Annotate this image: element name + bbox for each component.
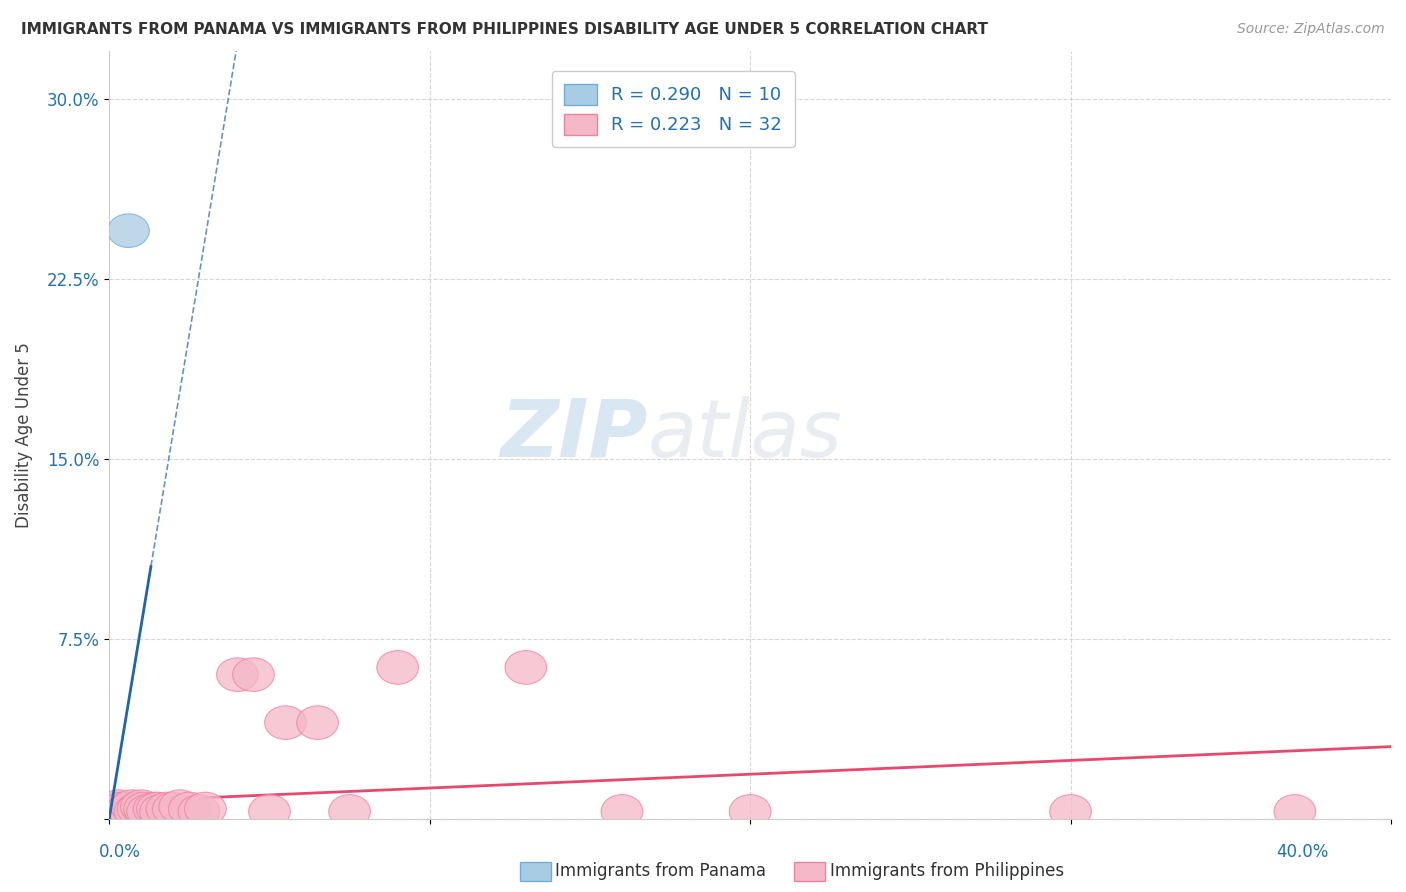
Ellipse shape [111, 795, 152, 828]
Ellipse shape [249, 795, 290, 828]
Text: 0.0%: 0.0% [98, 843, 141, 861]
Ellipse shape [114, 792, 156, 826]
Text: Immigrants from Panama: Immigrants from Panama [555, 863, 766, 880]
Ellipse shape [152, 792, 194, 826]
Ellipse shape [108, 214, 149, 247]
Ellipse shape [1050, 795, 1091, 828]
Ellipse shape [179, 795, 219, 828]
Text: Source: ZipAtlas.com: Source: ZipAtlas.com [1237, 22, 1385, 37]
Ellipse shape [146, 792, 188, 826]
Ellipse shape [111, 789, 152, 823]
Ellipse shape [108, 792, 149, 826]
Ellipse shape [114, 795, 156, 828]
Ellipse shape [505, 650, 547, 684]
Ellipse shape [217, 657, 259, 691]
Ellipse shape [117, 795, 159, 828]
Ellipse shape [134, 792, 174, 826]
Ellipse shape [169, 792, 209, 826]
Ellipse shape [159, 789, 201, 823]
Ellipse shape [1274, 795, 1316, 828]
Ellipse shape [117, 792, 159, 826]
Text: IMMIGRANTS FROM PANAMA VS IMMIGRANTS FROM PHILIPPINES DISABILITY AGE UNDER 5 COR: IMMIGRANTS FROM PANAMA VS IMMIGRANTS FRO… [21, 22, 988, 37]
Text: Immigrants from Philippines: Immigrants from Philippines [830, 863, 1064, 880]
Ellipse shape [329, 795, 370, 828]
Ellipse shape [101, 792, 143, 826]
Ellipse shape [127, 795, 169, 828]
Text: ZIP: ZIP [501, 396, 648, 474]
Ellipse shape [136, 792, 179, 826]
Text: 40.0%: 40.0% [1277, 843, 1329, 861]
Ellipse shape [108, 795, 149, 828]
Ellipse shape [114, 795, 156, 828]
Ellipse shape [98, 789, 139, 823]
Text: atlas: atlas [648, 396, 842, 474]
Ellipse shape [139, 795, 181, 828]
Ellipse shape [184, 792, 226, 826]
Ellipse shape [121, 789, 162, 823]
Legend: R = 0.290   N = 10, R = 0.223   N = 32: R = 0.290 N = 10, R = 0.223 N = 32 [551, 71, 794, 147]
Ellipse shape [297, 706, 339, 739]
Ellipse shape [94, 792, 136, 826]
Ellipse shape [264, 706, 307, 739]
Ellipse shape [730, 795, 770, 828]
Ellipse shape [104, 795, 146, 828]
Ellipse shape [108, 795, 149, 828]
Ellipse shape [111, 795, 152, 828]
Ellipse shape [124, 792, 166, 826]
Y-axis label: Disability Age Under 5: Disability Age Under 5 [15, 342, 32, 527]
Ellipse shape [377, 650, 419, 684]
Ellipse shape [101, 795, 143, 828]
Ellipse shape [104, 792, 146, 826]
Ellipse shape [232, 657, 274, 691]
Ellipse shape [602, 795, 643, 828]
